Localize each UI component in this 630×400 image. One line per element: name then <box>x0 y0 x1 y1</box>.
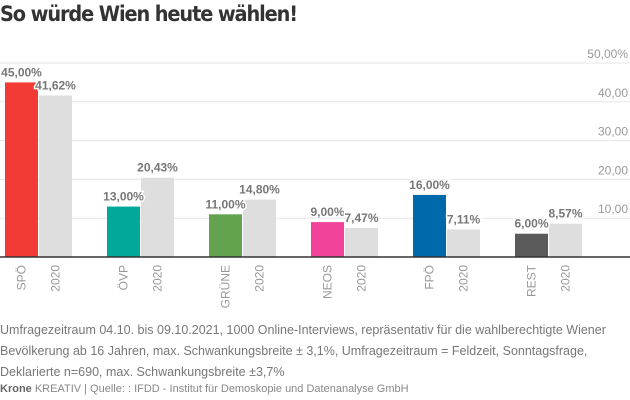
bar-2020 <box>39 95 72 257</box>
chart-title: So würde Wien heute wählen! <box>0 2 298 26</box>
bar-2020 <box>345 228 378 257</box>
y-tick-label: 40,00 <box>598 86 628 100</box>
x-tick-label: REST <box>525 264 539 297</box>
x-tick-label: 2020 <box>151 265 165 292</box>
value-label: 7,47% <box>344 211 378 225</box>
x-tick-label: 2020 <box>559 265 573 292</box>
value-label: 8,57% <box>548 207 582 221</box>
y-tick-label: 50,00% <box>587 47 628 61</box>
source-line: Krone KREATIV | Quelle: : IFDD - Institu… <box>0 383 409 395</box>
x-tick-label: 2020 <box>355 265 369 292</box>
bar-2021 <box>5 82 38 258</box>
y-tick-label: 20,00 <box>598 163 628 177</box>
value-label: 20,43% <box>137 161 178 175</box>
x-tick-label: NEOS <box>321 265 335 299</box>
bar-2020 <box>447 229 480 257</box>
x-tick-label: SPÖ <box>15 265 29 290</box>
value-label: 11,00% <box>205 197 245 211</box>
bar-2020 <box>243 199 276 257</box>
bar-chart: 10,00 20,00 30,00 40,00 50,00% 45,00%41,62% 1… <box>0 47 630 308</box>
value-label: 6,00% <box>514 217 548 231</box>
value-label: 7,11% <box>447 212 481 226</box>
value-labels: 45,00%41,62% 13,00% 20,43% 11,00%14,80% 9,00… <box>0 64 584 232</box>
y-tick-label: 30,00 <box>598 125 628 139</box>
value-label: 14,80% <box>239 183 280 197</box>
value-label: 41,62% <box>35 79 76 93</box>
bar-2021 <box>209 214 242 257</box>
survey-note: Umfragezeitraum 04.10. bis 09.10.2021, 1… <box>0 323 606 379</box>
value-label: 9,00% <box>310 205 344 219</box>
bar-2020 <box>141 177 174 257</box>
x-tick-label: ÖVP <box>117 265 131 290</box>
bar-2021 <box>107 206 140 257</box>
y-axis-labels: 10,00 20,00 30,00 40,00 50,00% <box>587 47 628 216</box>
x-tick-label: GRÜNE <box>219 265 233 308</box>
bar-2021 <box>413 194 446 257</box>
bar-2021 <box>515 233 548 257</box>
value-label: 16,00% <box>409 178 450 192</box>
gridlines <box>0 62 630 219</box>
x-tick-label: 2020 <box>457 265 471 292</box>
bar-2021 <box>311 222 344 257</box>
value-label: 13,00% <box>103 190 144 204</box>
source-text: KREATIV | Quelle: : IFDD - Institut für … <box>31 383 409 395</box>
bar-2020 <box>549 223 582 257</box>
x-tick-label: FPÖ <box>423 265 437 290</box>
x-axis-labels: SPÖ 2020 ÖVP 2020 GRÜNE 2020 NEOS 2020 FPÖ 2020 RE… <box>15 264 573 308</box>
x-tick-label: 2020 <box>49 265 63 292</box>
brand-name: Krone <box>0 383 32 395</box>
bars <box>5 82 582 258</box>
value-label: 45,00% <box>1 65 42 79</box>
y-tick-label: 10,00 <box>598 202 628 216</box>
x-tick-label: 2020 <box>253 265 267 292</box>
